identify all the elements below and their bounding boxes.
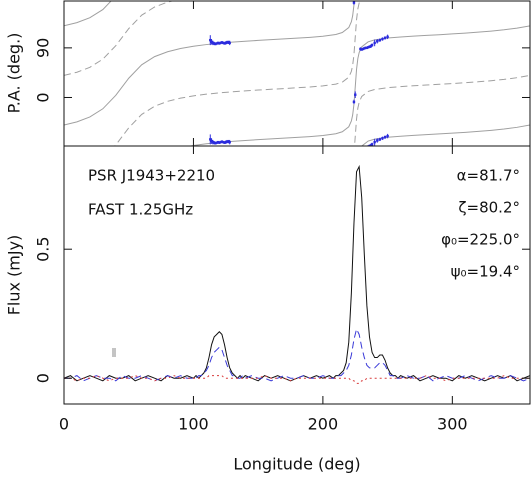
y-tick-label: 0 <box>34 373 53 383</box>
pa-point <box>218 141 221 144</box>
pa-point <box>352 1 356 4</box>
x-axis-label: Longitude (deg) <box>233 455 360 474</box>
pa-point <box>227 41 230 44</box>
pa-point <box>386 134 389 138</box>
annotation: PSR J1943+2210 <box>88 167 215 185</box>
pa-point <box>373 41 376 45</box>
pa-point <box>224 41 228 45</box>
x-tick-label: 200 <box>308 415 339 434</box>
pa-point <box>225 140 229 143</box>
x-tick-label: 300 <box>437 415 468 434</box>
pa-point <box>222 41 225 45</box>
pa-point <box>381 37 384 41</box>
pa-point <box>211 41 215 45</box>
pa-point <box>215 42 218 45</box>
pa-point <box>361 47 365 51</box>
pa-point <box>369 45 372 48</box>
pa-point <box>209 138 212 141</box>
parameter: ψ₀=19.4° <box>451 263 520 281</box>
pa-point <box>368 144 371 146</box>
pa-point <box>370 143 374 146</box>
pa-point <box>378 38 382 42</box>
flux-frame <box>63 145 531 405</box>
y-tick-label: 0.5 <box>34 236 53 261</box>
pa-point <box>354 93 357 96</box>
x-tick-label: 100 <box>178 415 209 434</box>
pa-point <box>214 142 217 145</box>
pa-point <box>365 46 369 50</box>
parameter: α=81.7° <box>457 167 520 185</box>
pa-point <box>368 45 371 48</box>
pa-point <box>220 41 224 44</box>
pa-point <box>366 46 370 49</box>
pa-point <box>223 141 226 144</box>
pa-point <box>212 141 216 144</box>
parameter: φ₀=225.0° <box>441 231 520 249</box>
pa-point <box>209 38 212 42</box>
pa-point <box>381 137 384 140</box>
pa-point <box>216 41 220 45</box>
annotation: FAST 1.25GHz <box>88 201 193 219</box>
pa-point <box>228 140 231 144</box>
y-axis-label: P.A. (deg.) <box>5 33 24 114</box>
pa-point <box>211 140 215 144</box>
pa-point <box>376 139 379 142</box>
pa-point <box>364 46 367 50</box>
pa-point <box>216 140 220 144</box>
pa-point <box>219 41 222 45</box>
y-axis-label: Flux (mJy) <box>5 235 24 316</box>
pa-point <box>360 48 363 51</box>
pa-point <box>224 140 228 144</box>
x-tick-label: 0 <box>59 415 69 434</box>
pa-point <box>370 43 374 47</box>
series-line <box>187 25 530 146</box>
pa-point <box>352 100 356 104</box>
pa-point <box>383 135 387 139</box>
pa-point <box>223 42 226 45</box>
pa-point <box>210 139 213 143</box>
series-line <box>354 74 530 146</box>
pa-point <box>212 42 216 45</box>
pa-point <box>210 40 213 43</box>
y-tick-label: 0 <box>34 92 53 102</box>
pa-point <box>214 42 217 46</box>
pa-point <box>227 140 230 143</box>
pa-point <box>219 140 222 144</box>
pa-point <box>383 36 387 40</box>
pa-point <box>376 40 379 43</box>
pa-point <box>378 138 382 141</box>
pa-point <box>386 35 389 39</box>
pa-point <box>220 140 224 143</box>
pa-point <box>359 47 362 51</box>
series-line <box>114 1 361 146</box>
pa-point <box>373 140 376 144</box>
pa-point <box>225 41 229 44</box>
pa-plot <box>64 1 530 146</box>
pa-point <box>369 144 372 146</box>
series-line <box>64 375 530 384</box>
pa-point <box>215 141 218 144</box>
pa-point <box>218 42 221 45</box>
y-tick-label: 90 <box>34 38 53 58</box>
parameter: ζ=80.2° <box>458 199 520 217</box>
pa-point <box>222 140 225 144</box>
series-line <box>64 1 112 27</box>
pa-point <box>228 41 231 45</box>
flux-plot <box>64 164 530 384</box>
pa-point <box>363 47 366 50</box>
series-line <box>64 1 355 126</box>
series-line <box>361 124 530 146</box>
